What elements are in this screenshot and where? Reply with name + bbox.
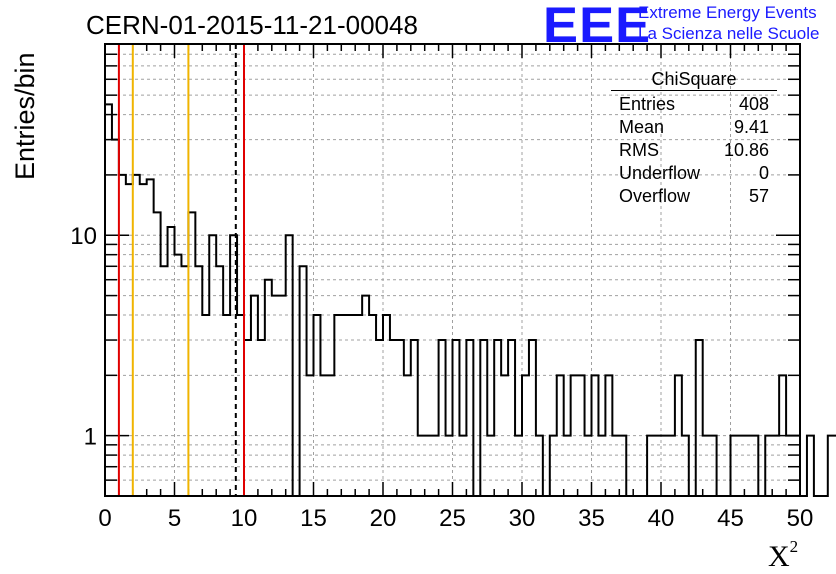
brand-line-1: Extreme Energy Events <box>638 3 817 22</box>
stats-row-underflow: Underflow 0 <box>611 162 777 185</box>
stats-row-overflow: Overflow 57 <box>611 185 777 208</box>
x-tick-label: 25 <box>439 505 466 532</box>
x-tick-label: 50 <box>787 505 814 532</box>
stats-label: Underflow <box>619 163 701 183</box>
stats-label: Overflow <box>619 186 691 206</box>
stats-value: 10.86 <box>723 140 769 160</box>
stats-title: ChiSquare <box>611 68 777 91</box>
stats-label: Entries <box>619 94 676 114</box>
stats-value: 9.41 <box>733 117 769 137</box>
x-tick-label: 20 <box>370 505 397 532</box>
stats-label: Mean <box>619 117 665 137</box>
x-tick-label: 35 <box>578 505 605 532</box>
x-tick-label: 10 <box>231 505 258 532</box>
x-axis-label: X2 <box>768 537 799 573</box>
x-tick-label: 5 <box>168 505 181 532</box>
stats-label: RMS <box>619 140 659 160</box>
x-tick-label: 45 <box>717 505 744 532</box>
stats-value: 408 <box>738 94 769 114</box>
x-tick-label: 15 <box>300 505 327 532</box>
stats-row-mean: Mean 9.41 <box>611 116 777 139</box>
stats-row-rms: RMS 10.86 <box>611 139 777 162</box>
stats-value: 0 <box>758 163 769 183</box>
x-tick-label: 0 <box>98 505 111 532</box>
plot-frame <box>104 43 801 497</box>
eee-logo: EEE <box>543 0 652 53</box>
y-tick-label: 10 <box>70 223 97 250</box>
y-axis-label: Entries/bin <box>10 52 40 180</box>
y-tick-label: 1 <box>84 424 97 451</box>
brand-line-2: La Scienza nelle Scuole <box>638 24 820 43</box>
stats-box: ChiSquare Entries 408 Mean 9.41 RMS 10.8… <box>611 68 777 208</box>
stats-value: 57 <box>748 186 769 206</box>
x-tick-label: 30 <box>509 505 536 532</box>
chart-title: CERN-01-2015-11-21-00048 <box>86 10 418 40</box>
stats-row-entries: Entries 408 <box>611 93 777 116</box>
x-tick-label: 40 <box>648 505 675 532</box>
